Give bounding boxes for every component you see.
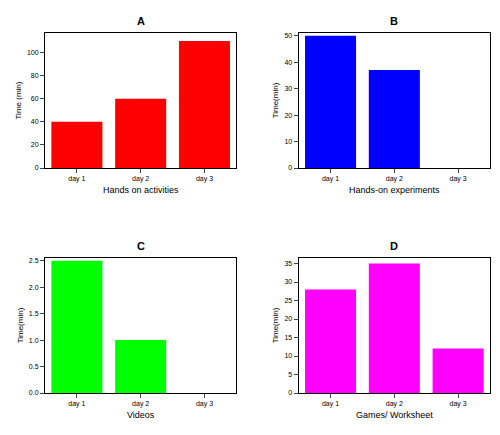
svg-text:40: 40 [31, 118, 39, 125]
svg-text:1.5: 1.5 [29, 310, 39, 317]
svg-text:10: 10 [284, 138, 292, 145]
svg-text:C: C [137, 240, 145, 252]
svg-text:day 1: day 1 [68, 400, 85, 408]
svg-text:0.5: 0.5 [29, 363, 39, 370]
svg-text:A: A [137, 15, 145, 27]
svg-text:60: 60 [31, 95, 39, 102]
svg-text:2.5: 2.5 [29, 257, 39, 264]
svg-text:20: 20 [284, 315, 292, 322]
svg-text:D: D [390, 240, 398, 252]
svg-text:0.0: 0.0 [29, 389, 39, 396]
svg-text:2.0: 2.0 [29, 284, 39, 291]
svg-text:20: 20 [284, 112, 292, 119]
svg-text:Hands on activities: Hands on activities [103, 185, 179, 195]
svg-text:day 1: day 1 [322, 175, 339, 183]
svg-text:30: 30 [284, 85, 292, 92]
svg-text:Time(min): Time(min) [271, 307, 280, 343]
svg-text:day 2: day 2 [132, 400, 149, 408]
svg-text:0: 0 [288, 389, 292, 396]
svg-text:day 3: day 3 [450, 175, 467, 183]
svg-text:Games/ Worksheet: Games/ Worksheet [356, 410, 433, 420]
svg-text:Hands-on experiments: Hands-on experiments [349, 185, 440, 195]
svg-text:15: 15 [284, 334, 292, 341]
svg-text:100: 100 [27, 49, 39, 56]
svg-text:30: 30 [284, 278, 292, 285]
svg-text:35: 35 [284, 260, 292, 267]
svg-text:day 2: day 2 [132, 175, 149, 183]
svg-text:day 3: day 3 [450, 400, 467, 408]
svg-text:day 3: day 3 [196, 400, 213, 408]
svg-text:20: 20 [31, 141, 39, 148]
svg-text:80: 80 [31, 72, 39, 79]
svg-text:day 2: day 2 [386, 400, 403, 408]
svg-text:Time(min): Time(min) [271, 82, 280, 118]
svg-text:25: 25 [284, 297, 292, 304]
svg-text:1.0: 1.0 [29, 337, 39, 344]
svg-text:10: 10 [284, 352, 292, 359]
svg-text:40: 40 [284, 59, 292, 66]
svg-text:Time(min): Time(min) [16, 307, 25, 343]
svg-text:0: 0 [35, 164, 39, 171]
svg-text:day 2: day 2 [386, 175, 403, 183]
svg-text:B: B [390, 15, 398, 27]
svg-text:day 3: day 3 [196, 175, 213, 183]
svg-text:Time (min): Time (min) [14, 81, 23, 119]
svg-text:day 1: day 1 [68, 175, 85, 183]
svg-text:5: 5 [288, 371, 292, 378]
svg-text:0: 0 [288, 164, 292, 171]
svg-text:Videos: Videos [127, 410, 155, 420]
svg-text:50: 50 [284, 32, 292, 39]
svg-text:day 1: day 1 [322, 400, 339, 408]
